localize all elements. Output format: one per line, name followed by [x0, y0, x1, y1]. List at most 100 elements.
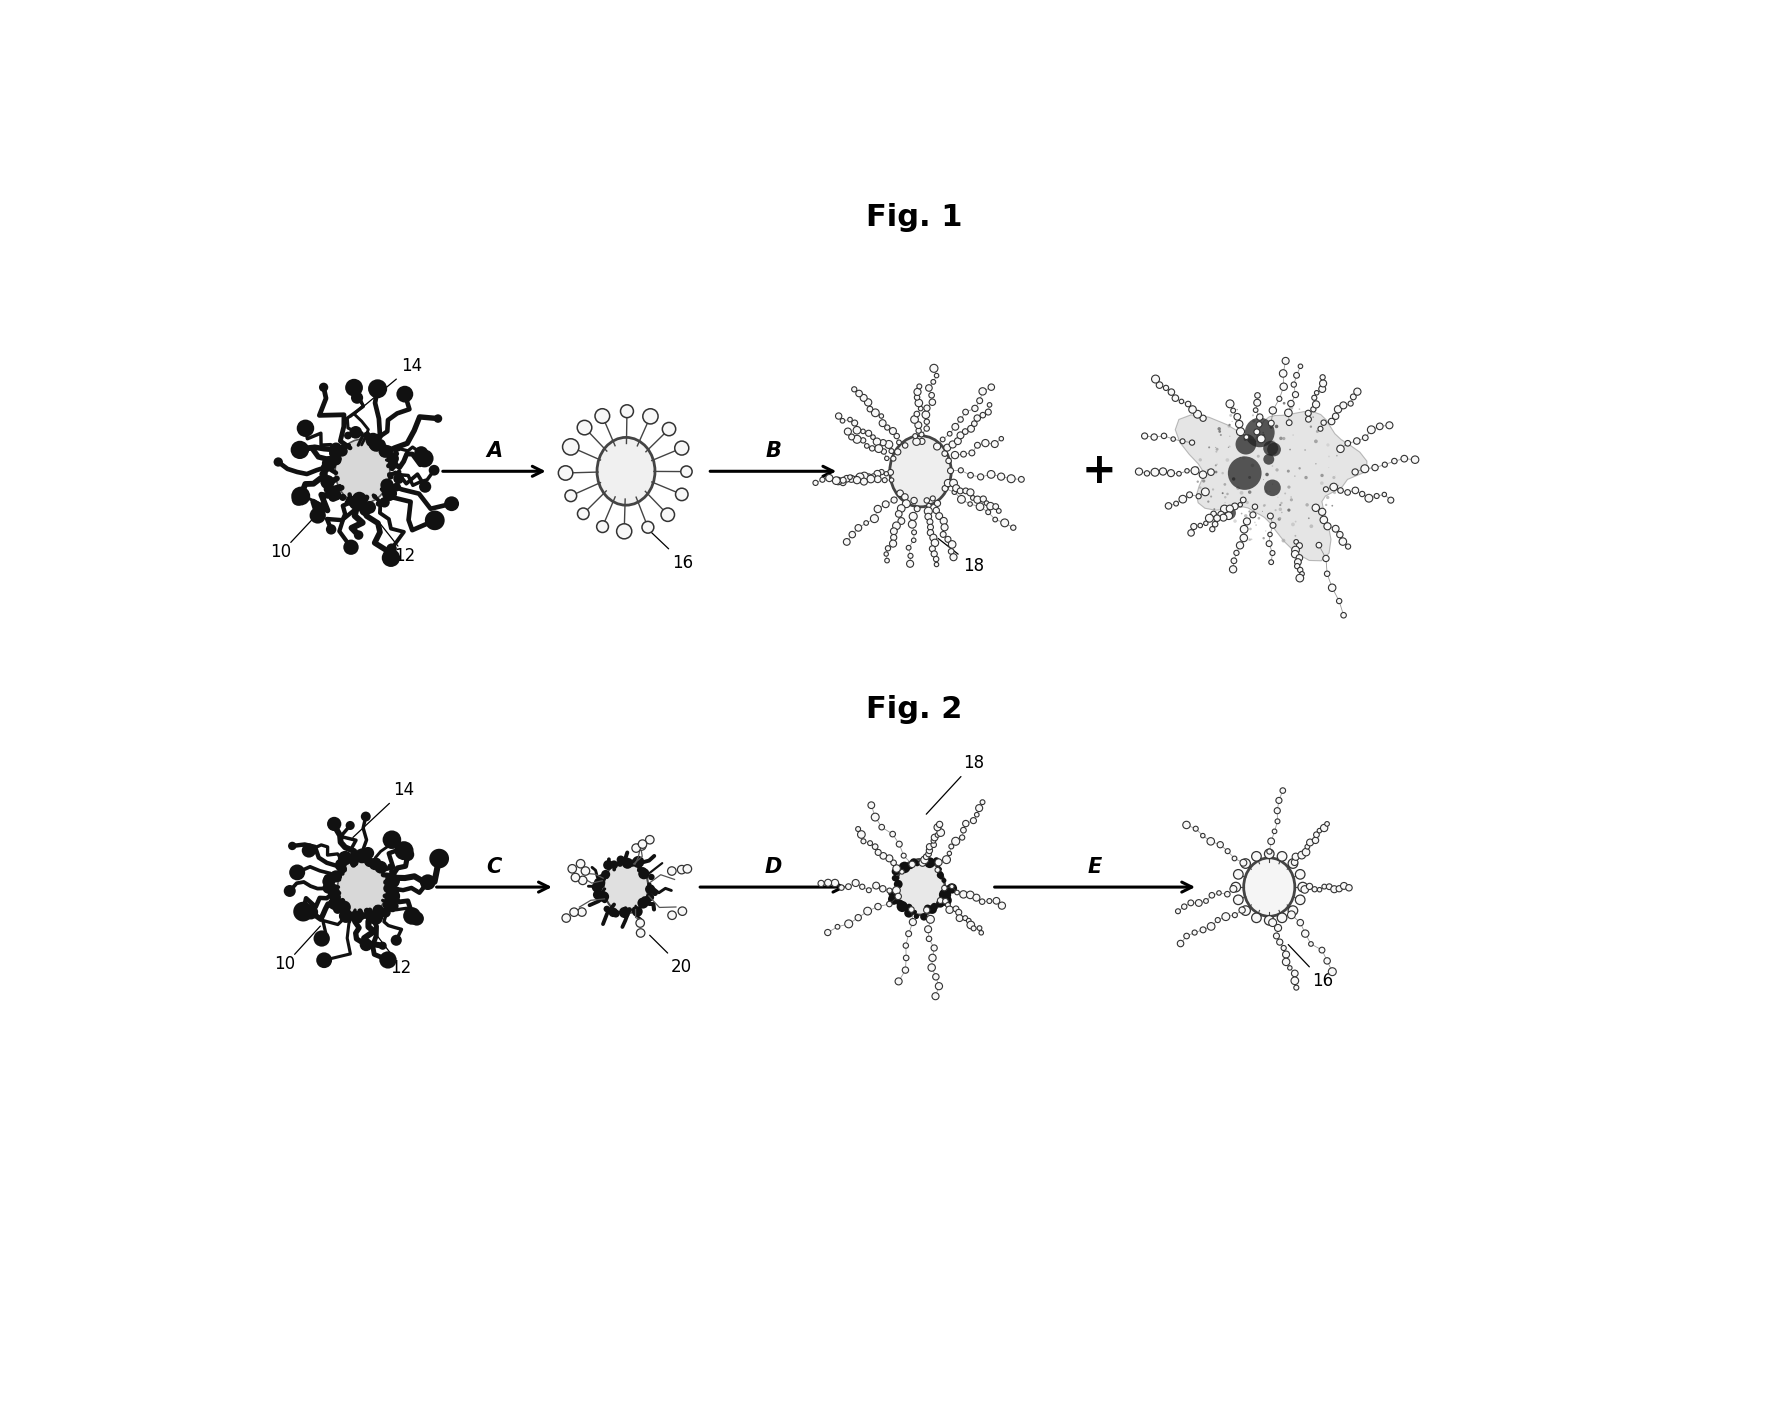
Circle shape — [1279, 507, 1283, 511]
Circle shape — [1311, 887, 1317, 892]
Circle shape — [382, 549, 400, 568]
Circle shape — [840, 480, 846, 486]
Circle shape — [667, 911, 676, 919]
Circle shape — [289, 864, 305, 880]
Circle shape — [1306, 417, 1311, 422]
Circle shape — [1281, 946, 1286, 950]
Circle shape — [1238, 907, 1245, 914]
Circle shape — [291, 493, 305, 505]
Circle shape — [847, 476, 855, 483]
Circle shape — [1311, 504, 1320, 511]
Circle shape — [578, 421, 592, 435]
Circle shape — [880, 853, 887, 858]
Circle shape — [1252, 419, 1256, 422]
Ellipse shape — [598, 438, 655, 505]
Circle shape — [967, 425, 974, 432]
Circle shape — [919, 432, 924, 436]
Circle shape — [856, 390, 862, 397]
Circle shape — [384, 884, 392, 894]
Circle shape — [1270, 441, 1276, 443]
Circle shape — [353, 531, 364, 539]
Circle shape — [662, 422, 676, 436]
Circle shape — [1304, 449, 1306, 450]
Circle shape — [824, 880, 831, 887]
Circle shape — [287, 842, 296, 850]
Circle shape — [846, 884, 851, 890]
Circle shape — [389, 460, 398, 469]
Circle shape — [1213, 515, 1220, 521]
Circle shape — [351, 912, 362, 923]
Circle shape — [1340, 402, 1347, 409]
Circle shape — [1242, 456, 1245, 459]
Circle shape — [906, 561, 913, 568]
Circle shape — [1185, 933, 1190, 939]
Circle shape — [384, 445, 394, 456]
Circle shape — [1392, 459, 1397, 463]
Circle shape — [1227, 456, 1261, 490]
Circle shape — [337, 871, 343, 877]
Circle shape — [1293, 373, 1299, 378]
Circle shape — [874, 470, 881, 477]
Circle shape — [1263, 537, 1265, 539]
Circle shape — [330, 870, 343, 882]
Circle shape — [1288, 966, 1292, 970]
Circle shape — [885, 472, 888, 476]
Circle shape — [897, 901, 908, 912]
Circle shape — [887, 854, 892, 861]
Circle shape — [1195, 899, 1202, 907]
Circle shape — [924, 426, 929, 431]
Circle shape — [628, 860, 637, 867]
Circle shape — [646, 836, 655, 844]
Circle shape — [617, 856, 624, 864]
Circle shape — [928, 518, 933, 525]
Circle shape — [1195, 494, 1201, 498]
Circle shape — [915, 395, 921, 400]
Circle shape — [988, 384, 994, 390]
Circle shape — [403, 907, 421, 925]
Circle shape — [1329, 418, 1334, 425]
Circle shape — [1288, 911, 1295, 919]
Circle shape — [346, 443, 351, 448]
Circle shape — [896, 894, 901, 899]
Circle shape — [860, 429, 865, 433]
Circle shape — [915, 400, 922, 407]
Text: D: D — [765, 857, 781, 877]
Circle shape — [592, 881, 603, 892]
Circle shape — [890, 528, 897, 535]
Circle shape — [1336, 885, 1342, 892]
Circle shape — [835, 925, 840, 929]
Circle shape — [1297, 555, 1302, 561]
Circle shape — [1361, 465, 1368, 473]
Circle shape — [1183, 822, 1190, 829]
Circle shape — [1142, 433, 1147, 439]
Circle shape — [853, 435, 862, 443]
Circle shape — [1345, 490, 1350, 496]
Circle shape — [1267, 443, 1281, 456]
Circle shape — [871, 514, 878, 522]
Circle shape — [1277, 914, 1286, 922]
Circle shape — [1224, 891, 1231, 897]
Circle shape — [1299, 467, 1301, 470]
Circle shape — [1327, 456, 1329, 457]
Circle shape — [351, 391, 364, 404]
Circle shape — [940, 531, 946, 538]
Circle shape — [351, 432, 357, 438]
Circle shape — [362, 432, 371, 439]
Circle shape — [328, 898, 337, 908]
Circle shape — [1313, 832, 1320, 837]
Circle shape — [929, 546, 935, 552]
Circle shape — [978, 926, 981, 931]
Circle shape — [1265, 849, 1274, 858]
Circle shape — [881, 477, 887, 483]
Circle shape — [1217, 891, 1222, 895]
Circle shape — [337, 446, 348, 456]
Text: 16: 16 — [648, 528, 694, 572]
Circle shape — [1383, 462, 1388, 467]
Circle shape — [344, 500, 350, 504]
Circle shape — [1177, 940, 1185, 947]
Circle shape — [1317, 542, 1322, 548]
Circle shape — [1222, 472, 1224, 474]
Circle shape — [913, 909, 917, 914]
Circle shape — [913, 860, 921, 867]
Circle shape — [908, 863, 913, 870]
